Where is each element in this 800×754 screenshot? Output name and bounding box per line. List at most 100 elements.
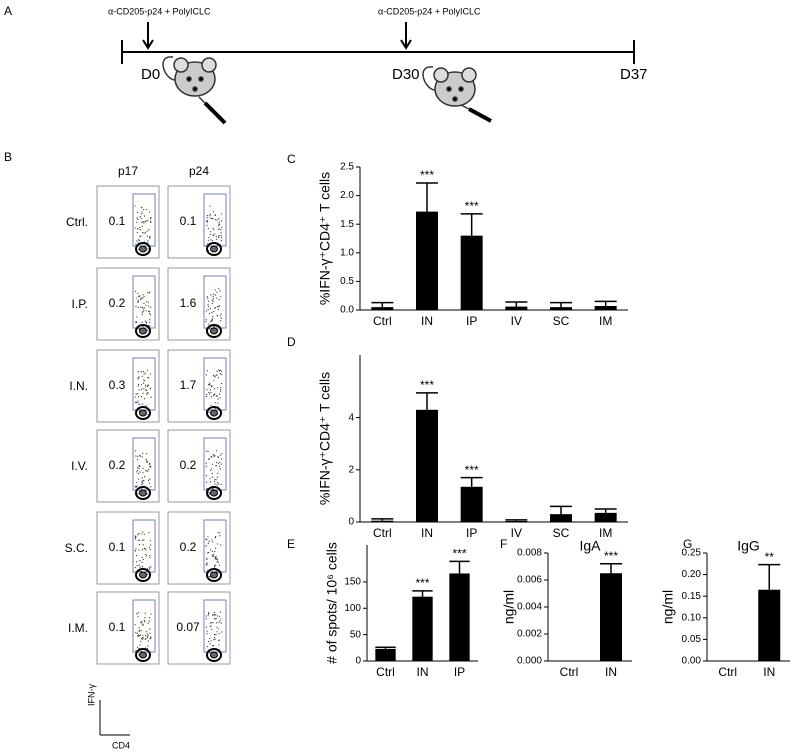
event-dot [205, 450, 208, 452]
event-dot [207, 458, 210, 461]
gate-percent: 0.2 [109, 458, 126, 472]
event-dot [149, 236, 151, 238]
event-dot [150, 544, 152, 546]
event-dot [220, 317, 223, 319]
event-dot [216, 557, 218, 559]
event-dot [219, 454, 222, 456]
event-dot [206, 393, 208, 396]
event-dot [146, 635, 148, 637]
event-dot [220, 386, 222, 389]
event-dot [212, 300, 214, 302]
event-dot [149, 211, 151, 213]
event-dot [216, 543, 219, 545]
event-dot [140, 299, 142, 301]
event-dot [140, 396, 142, 398]
event-dot [142, 371, 144, 373]
event-dot [210, 549, 212, 551]
bar [550, 514, 572, 522]
event-dot [150, 486, 152, 488]
event-dot [139, 644, 141, 646]
event-dot [213, 553, 215, 555]
event-dot [215, 555, 217, 558]
event-dot [138, 543, 141, 546]
event-dot [150, 566, 152, 568]
y-tick-label: 150 [344, 577, 361, 588]
event-dot [149, 465, 151, 468]
event-dot [214, 565, 216, 567]
event-dot [210, 481, 212, 483]
event-dot [141, 213, 143, 215]
event-dot [150, 306, 152, 308]
event-dot [146, 461, 148, 463]
y-tick-label: 0.15 [682, 591, 702, 602]
event-dot [134, 396, 136, 398]
event-dot [139, 236, 141, 238]
event-dot [149, 549, 151, 551]
event-dot [147, 470, 149, 472]
event-dot [220, 483, 222, 485]
event-dot [137, 299, 139, 301]
event-dot [214, 219, 217, 221]
gate-percent: 0.1 [180, 214, 197, 228]
x-tick-label: IN [763, 665, 775, 679]
event-dot [146, 393, 148, 395]
event-dot [211, 456, 213, 458]
event-dot [221, 374, 223, 376]
event-dot [213, 455, 215, 458]
x-tick-label: IP [466, 526, 477, 540]
event-dot [209, 382, 211, 384]
event-cluster [210, 651, 218, 659]
event-dot [150, 636, 152, 638]
event-dot [219, 388, 222, 391]
panel-label: E [287, 537, 295, 551]
event-dot [209, 233, 211, 236]
event-dot [149, 554, 151, 557]
event-dot [217, 377, 219, 379]
event-cluster [210, 409, 218, 417]
event-dot [218, 305, 220, 307]
event-dot [218, 288, 220, 290]
event-dot [211, 319, 214, 321]
event-dot [206, 220, 208, 222]
y-axis-label: ng/ml [501, 590, 517, 624]
y-tick-label: 1.0 [340, 247, 354, 258]
event-dot [138, 478, 140, 480]
event-dot [143, 310, 145, 312]
event-cluster [206, 568, 222, 582]
x-tick-label: Ctrl [560, 665, 579, 679]
event-dot [135, 290, 137, 293]
event-dot [205, 618, 207, 620]
event-dot [211, 299, 213, 301]
event-dot [137, 473, 140, 475]
event-dot [145, 470, 147, 472]
event-dot [137, 218, 139, 220]
event-dot [220, 232, 222, 234]
event-dot [140, 533, 142, 535]
row-label: I.N. [69, 379, 88, 393]
x-tick-label: IP [466, 314, 477, 328]
event-dot [136, 613, 138, 615]
y-tick-label: 4 [348, 412, 354, 423]
event-dot [149, 540, 151, 542]
event-dot [146, 633, 148, 635]
event-dot [148, 620, 150, 622]
x-tick-label: SC [553, 314, 570, 328]
event-dot [216, 370, 218, 372]
event-dot [149, 373, 152, 375]
event-dot [147, 392, 149, 394]
event-dot [209, 328, 211, 330]
event-dot [216, 631, 218, 633]
event-dot [212, 316, 214, 318]
event-dot [218, 644, 220, 646]
event-dot [141, 321, 143, 323]
y-tick-label: 0.002 [517, 629, 542, 640]
gate-percent: 0.1 [109, 540, 126, 554]
y-tick-label: 0.006 [517, 575, 542, 586]
y-tick-label: 100 [344, 603, 361, 614]
event-dot [218, 228, 220, 230]
event-dot [210, 294, 212, 296]
event-dot [220, 313, 222, 315]
event-dot [137, 400, 139, 402]
event-dot [220, 213, 223, 215]
